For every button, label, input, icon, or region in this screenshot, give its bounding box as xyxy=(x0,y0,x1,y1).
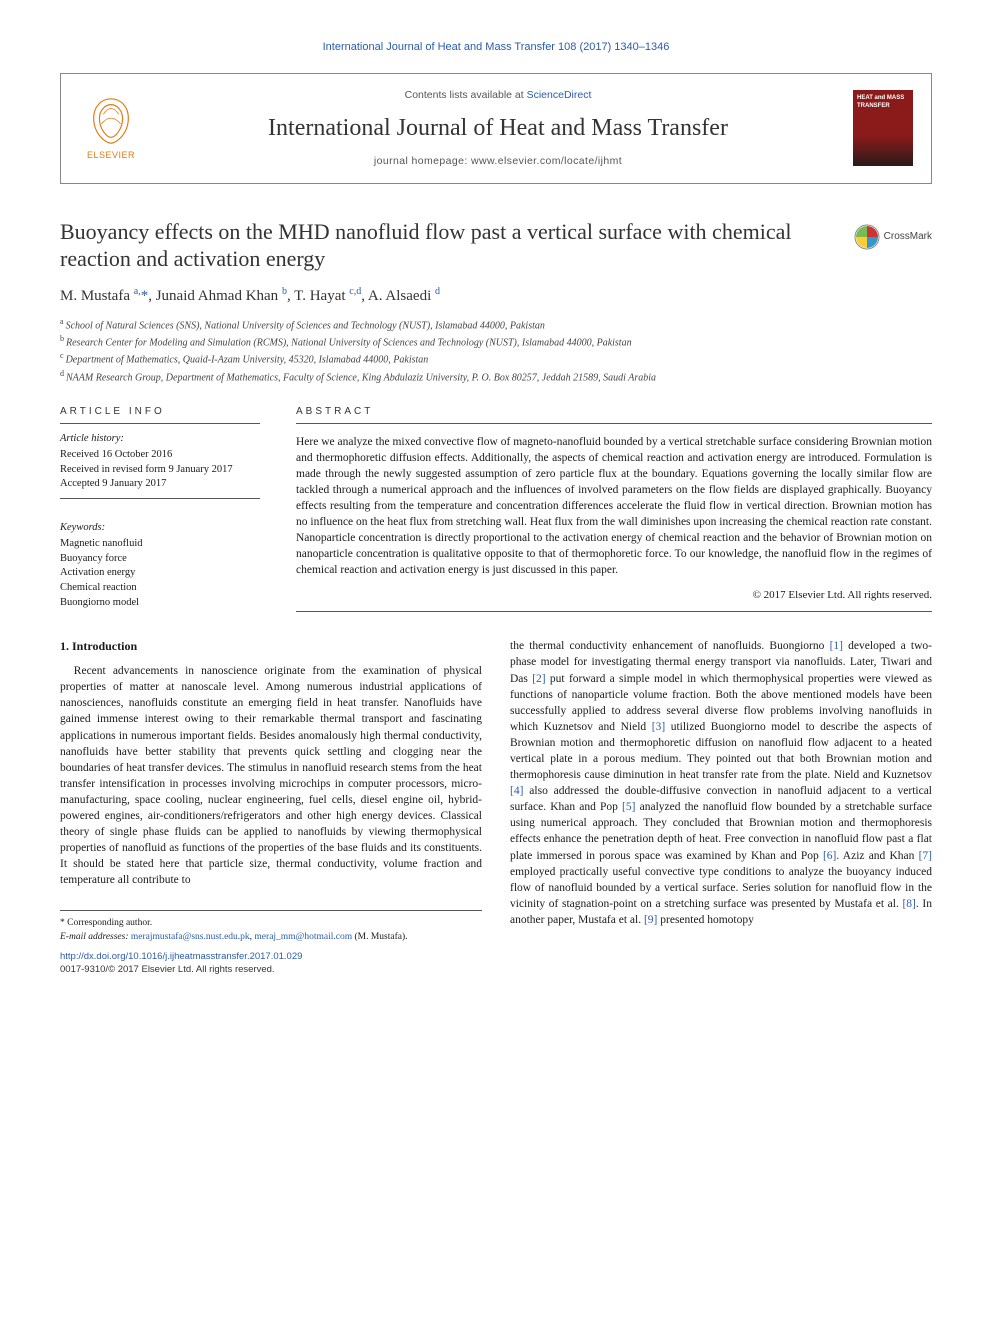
article-history-label: Article history: xyxy=(60,432,260,446)
info-abstract-row: ARTICLE INFO Article history: Received 1… xyxy=(60,405,932,612)
p2-a: the thermal conductivity enhancement of … xyxy=(510,640,830,652)
email-label: E-mail addresses: xyxy=(60,932,129,942)
sciencedirect-link[interactable]: ScienceDirect xyxy=(527,89,592,101)
intro-heading: 1. Introduction xyxy=(60,638,482,655)
corresponding-author-label: * Corresponding author. xyxy=(60,917,482,930)
ref-3-link[interactable]: [3] xyxy=(652,721,665,733)
keywords-label: Keywords: xyxy=(60,521,260,535)
ref-2-link[interactable]: [2] xyxy=(532,673,545,685)
email-line: E-mail addresses: merajmustafa@sns.nust.… xyxy=(60,931,482,944)
journal-header: ELSEVIER Contents lists available at Sci… xyxy=(60,73,932,184)
issn-line: 0017-9310/© 2017 Elsevier Ltd. All right… xyxy=(60,964,275,975)
abstract-column: ABSTRACT Here we analyze the mixed conve… xyxy=(296,405,932,612)
keyword: Buoyancy force xyxy=(60,552,260,567)
footnote-block: * Corresponding author. E-mail addresses… xyxy=(60,910,482,976)
article-info-heading: ARTICLE INFO xyxy=(60,405,260,424)
keyword: Activation energy xyxy=(60,566,260,581)
cover-line1: HEAT and MASS xyxy=(857,94,909,102)
contents-prefix: Contents lists available at xyxy=(405,89,527,101)
homepage-url: www.elsevier.com/locate/ijhmt xyxy=(471,155,622,167)
affiliation-line: cDepartment of Mathematics, Quaid-I-Azam… xyxy=(60,350,932,367)
affiliation-line: aSchool of Natural Sciences (SNS), Natio… xyxy=(60,316,932,333)
ref-1-link[interactable]: [1] xyxy=(830,640,843,652)
history-line: Received 16 October 2016 xyxy=(60,448,260,463)
crossmark-label: CrossMark xyxy=(884,230,932,244)
top-citation: International Journal of Heat and Mass T… xyxy=(60,40,932,55)
p2-g: . Aziz and Khan xyxy=(836,850,918,862)
homepage-prefix: journal homepage: xyxy=(374,155,471,167)
abstract-copyright: © 2017 Elsevier Ltd. All rights reserved… xyxy=(296,588,932,603)
contents-available-line: Contents lists available at ScienceDirec… xyxy=(157,88,839,102)
affiliation-line: dNAAM Research Group, Department of Math… xyxy=(60,368,932,385)
p2-j: presented homotopy xyxy=(657,914,753,926)
keyword: Magnetic nanofluid xyxy=(60,537,260,552)
ref-4-link[interactable]: [4] xyxy=(510,785,523,797)
history-line: Accepted 9 January 2017 xyxy=(60,477,260,492)
journal-name: International Journal of Heat and Mass T… xyxy=(157,112,839,144)
history-line: Received in revised form 9 January 2017 xyxy=(60,463,260,478)
keyword: Chemical reaction xyxy=(60,581,260,596)
journal-cover-thumbnail: HEAT and MASS TRANSFER xyxy=(853,90,913,166)
abstract-text: Here we analyze the mixed convective flo… xyxy=(296,434,932,579)
affiliation-line: bResearch Center for Modeling and Simula… xyxy=(60,333,932,350)
p2-h: employed practically useful convective t… xyxy=(510,866,932,910)
keyword: Buongiorno model xyxy=(60,596,260,611)
authors-line: M. Mustafa a,*, Junaid Ahmad Khan b, T. … xyxy=(60,285,932,306)
abstract-heading: ABSTRACT xyxy=(296,405,932,424)
ref-6-link[interactable]: [6] xyxy=(823,850,836,862)
journal-homepage-line: journal homepage: www.elsevier.com/locat… xyxy=(157,154,839,168)
doi-link[interactable]: http://dx.doi.org/10.1016/j.ijheatmasstr… xyxy=(60,951,302,962)
ref-8-link[interactable]: [8] xyxy=(902,898,915,910)
article-info-column: ARTICLE INFO Article history: Received 1… xyxy=(60,405,260,612)
crossmark-icon xyxy=(854,224,880,250)
email-link-2[interactable]: meraj_mm@hotmail.com xyxy=(254,932,352,942)
article-title: Buoyancy effects on the MHD nanofluid fl… xyxy=(60,218,838,273)
header-center: Contents lists available at ScienceDirec… xyxy=(157,88,839,169)
affiliations: aSchool of Natural Sciences (SNS), Natio… xyxy=(60,316,932,385)
elsevier-logo: ELSEVIER xyxy=(79,92,143,164)
cover-line2: TRANSFER xyxy=(857,102,909,110)
doi-block: http://dx.doi.org/10.1016/j.ijheatmasstr… xyxy=(60,950,482,977)
intro-p2: the thermal conductivity enhancement of … xyxy=(510,638,932,928)
intro-p1: Recent advancements in nanoscience origi… xyxy=(60,663,482,888)
title-row: Buoyancy effects on the MHD nanofluid fl… xyxy=(60,218,932,273)
ref-7-link[interactable]: [7] xyxy=(919,850,932,862)
email-who: (M. Mustafa). xyxy=(354,932,407,942)
ref-5-link[interactable]: [5] xyxy=(622,801,635,813)
ref-9-link[interactable]: [9] xyxy=(644,914,657,926)
email-link-1[interactable]: merajmustafa@sns.nust.edu.pk xyxy=(131,932,250,942)
body-columns: 1. Introduction Recent advancements in n… xyxy=(60,638,932,976)
elsevier-brand-text: ELSEVIER xyxy=(87,149,135,161)
crossmark-badge[interactable]: CrossMark xyxy=(854,218,932,250)
